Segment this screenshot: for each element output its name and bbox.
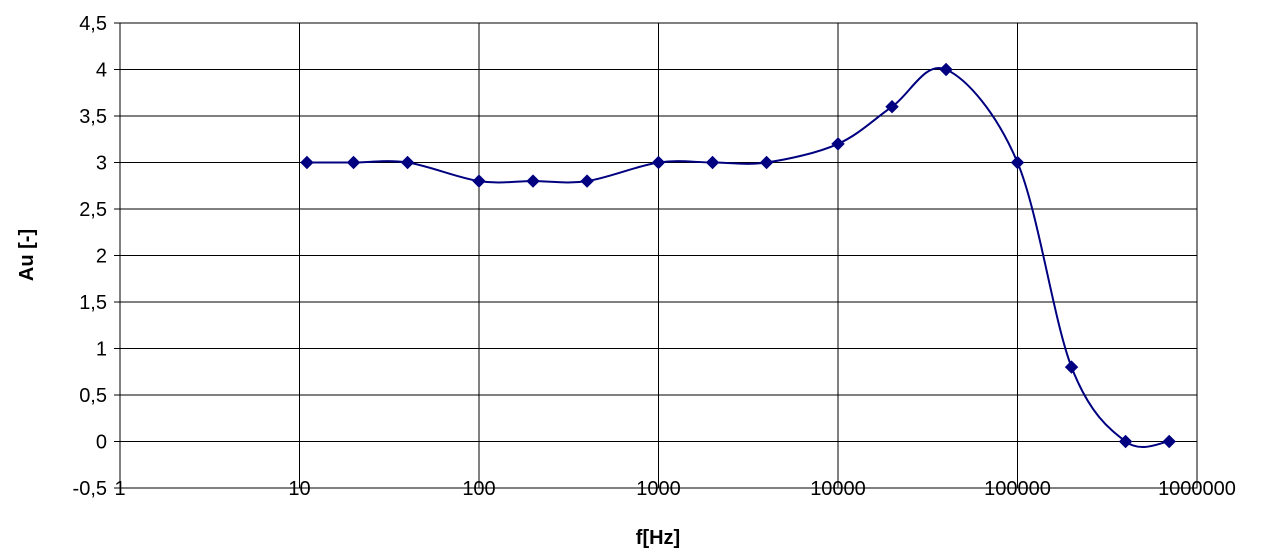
y-axis-title: Au [-] bbox=[16, 229, 38, 281]
data-point-marker bbox=[705, 155, 720, 170]
y-tick-label: 2,5 bbox=[79, 199, 107, 221]
data-point-marker bbox=[346, 155, 361, 170]
series-line bbox=[306, 66, 1170, 448]
data-point-marker bbox=[580, 174, 594, 188]
y-tick-label: 3 bbox=[96, 153, 107, 175]
data-point-marker bbox=[472, 174, 486, 188]
data-point-marker bbox=[939, 62, 953, 77]
data-point-marker bbox=[651, 155, 666, 170]
data-point-marker bbox=[1010, 155, 1025, 170]
data-point-marker bbox=[300, 155, 314, 170]
data-point-marker bbox=[885, 99, 899, 114]
y-tick-label: 0 bbox=[96, 432, 107, 454]
x-tick-label: 1 bbox=[114, 478, 125, 500]
x-tick-label: 1000000 bbox=[1158, 478, 1236, 500]
x-tick-label: 100 bbox=[462, 478, 495, 500]
data-point-marker bbox=[526, 174, 540, 188]
y-tick-label: 1 bbox=[96, 339, 107, 361]
y-tick-label: -0,5 bbox=[73, 478, 107, 500]
y-tick-label: 3,5 bbox=[79, 106, 107, 128]
data-point-marker bbox=[831, 137, 845, 151]
x-tick-label: 10000 bbox=[810, 478, 866, 500]
x-tick-label: 10 bbox=[288, 478, 310, 500]
y-tick-label: 4 bbox=[96, 60, 107, 82]
x-tick-label: 100000 bbox=[984, 478, 1051, 500]
data-point-marker bbox=[1064, 360, 1079, 374]
y-tick-label: 2 bbox=[96, 246, 107, 268]
y-tick-labels: -0,5 0 0,5 1 1,5 2 2,5 3 3,5 4 4,5 bbox=[73, 13, 107, 500]
x-tick-label: 1000 bbox=[636, 478, 681, 500]
data-series bbox=[300, 62, 1176, 449]
data-point-marker bbox=[1162, 434, 1176, 449]
y-tick-label: 4,5 bbox=[79, 13, 107, 35]
data-point-marker bbox=[759, 155, 774, 170]
x-axis-title: f[Hz] bbox=[636, 527, 680, 549]
data-point-marker bbox=[1118, 434, 1133, 449]
y-tick-label: 0,5 bbox=[79, 385, 107, 407]
data-point-marker bbox=[400, 155, 415, 170]
y-tick-label: 1,5 bbox=[79, 292, 107, 314]
plot-border bbox=[119, 22, 1198, 489]
x-tick-labels: 1 10 100 1000 10000 100000 1000000 bbox=[114, 478, 1236, 500]
